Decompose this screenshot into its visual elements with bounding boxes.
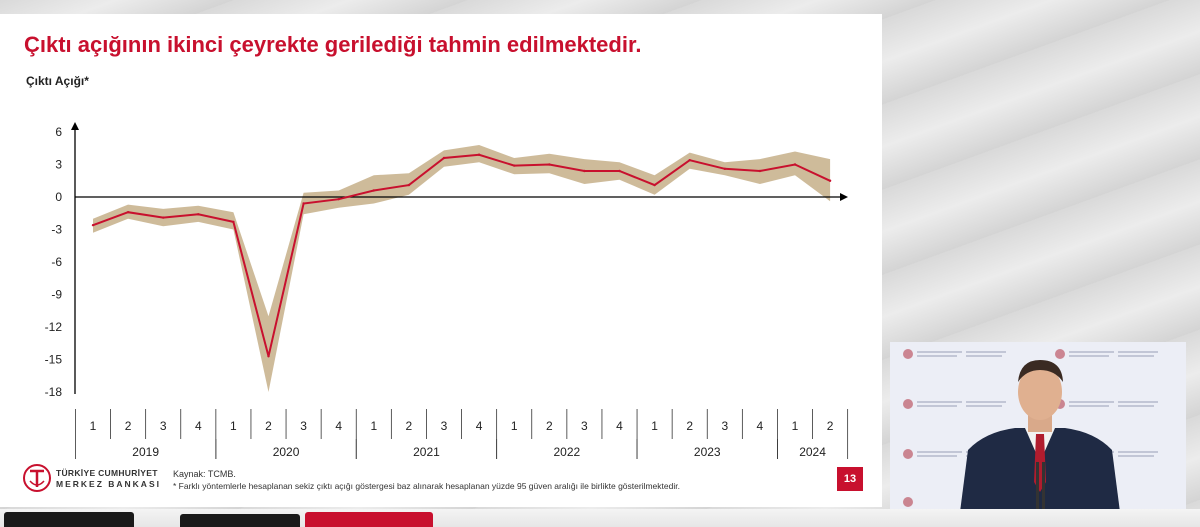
slide: Çıktı açığının ikinci çeyrekte gerilediğ… [0, 14, 882, 507]
data-point [197, 213, 200, 216]
y-tick-label: -18 [45, 385, 63, 399]
slide-title: Çıktı açığının ikinci çeyrekte gerilediğ… [24, 32, 642, 57]
x-quarter-label: 4 [335, 419, 342, 433]
y-axis-arrow [71, 122, 79, 130]
caption-text-fragment [4, 512, 134, 527]
x-quarter-label: 1 [230, 419, 237, 433]
data-point [302, 202, 305, 205]
caption-text-fragment-red [305, 512, 433, 527]
x-year-label: 2020 [273, 445, 300, 459]
caption-text-fragment [180, 514, 300, 527]
x-quarter-label: 1 [90, 419, 97, 433]
x-year-label: 2024 [799, 445, 826, 459]
logo-name-line-1: TÜRKİYE CUMHURİYET [56, 468, 158, 478]
page-number-badge: 13 [837, 467, 863, 491]
speaker-video-inset [890, 342, 1186, 512]
x-quarter-label: 3 [300, 419, 307, 433]
tcmb-emblem-icon [23, 464, 51, 492]
logo-name-line-2: MERKEZ BANKASI [56, 479, 161, 489]
x-axis-arrow [840, 193, 848, 201]
y-tick-label: -3 [51, 223, 62, 237]
data-point [91, 223, 95, 227]
y-tick-label: 3 [55, 158, 62, 172]
x-quarter-label: 2 [546, 419, 553, 433]
x-quarter-label: 3 [441, 419, 448, 433]
x-year-label: 2021 [413, 445, 440, 459]
footnote: * Farklı yöntemlerle hesaplanan sekiz çı… [173, 481, 680, 491]
x-quarter-label: 3 [721, 419, 728, 433]
y-tick-label: -12 [45, 320, 63, 334]
data-point [688, 158, 691, 162]
y-axis-title: Çıktı Açığı* [26, 74, 89, 88]
data-point [583, 169, 586, 173]
data-point [162, 216, 165, 219]
x-quarter-label: 1 [651, 419, 658, 433]
x-quarter-label: 1 [370, 419, 377, 433]
x-quarter-label: 4 [757, 419, 764, 433]
y-tick-label: -15 [45, 353, 63, 367]
y-tick-label: -6 [51, 255, 62, 269]
data-point [232, 220, 235, 224]
data-point [723, 167, 726, 171]
x-quarter-label: 3 [581, 419, 588, 433]
y-tick-label: 0 [55, 190, 62, 204]
x-quarter-label: 4 [195, 419, 202, 433]
data-point [267, 355, 270, 358]
y-tick-label: 6 [55, 125, 62, 139]
x-year-label: 2022 [553, 445, 580, 459]
x-quarter-label: 2 [406, 419, 413, 433]
output-gap-chart: 630-3-6-9-12-15-181 2 3 4 1 2 3 4 1 2 3 4 1 2 3 4 1 2 3 4 1 2… [45, 122, 849, 459]
x-quarter-label: 1 [511, 419, 518, 433]
data-point [758, 169, 762, 173]
x-quarter-label: 2 [686, 419, 693, 433]
output-gap-line [92, 153, 831, 357]
x-year-label: 2019 [132, 445, 159, 459]
data-point [513, 164, 516, 167]
data-point [548, 163, 551, 166]
source-note: Kaynak: TCMB. [173, 469, 236, 479]
bottom-caption-strip [0, 509, 1200, 527]
data-point [653, 183, 656, 187]
y-tick-label: -9 [51, 288, 62, 302]
data-point [372, 189, 375, 192]
data-point [828, 179, 832, 182]
x-quarter-label: 1 [792, 419, 799, 433]
data-point [618, 169, 621, 173]
data-point [126, 210, 130, 214]
tcmb-logo: TÜRKİYE CUMHURİYET MERKEZ BANKASI [22, 461, 172, 495]
x-quarter-label: 2 [827, 419, 834, 433]
x-quarter-label: 4 [616, 419, 623, 433]
data-point [793, 163, 797, 166]
x-quarter-label: 2 [125, 419, 132, 433]
x-year-label: 2023 [694, 445, 721, 459]
data-point [442, 156, 446, 160]
x-quarter-label: 2 [265, 419, 272, 433]
confidence-band [93, 145, 831, 392]
x-quarter-label: 4 [476, 419, 483, 433]
data-point [337, 197, 340, 201]
data-point [407, 183, 411, 187]
x-quarter-label: 3 [160, 419, 167, 433]
speaker-figure [890, 342, 1186, 512]
data-point [477, 153, 481, 156]
